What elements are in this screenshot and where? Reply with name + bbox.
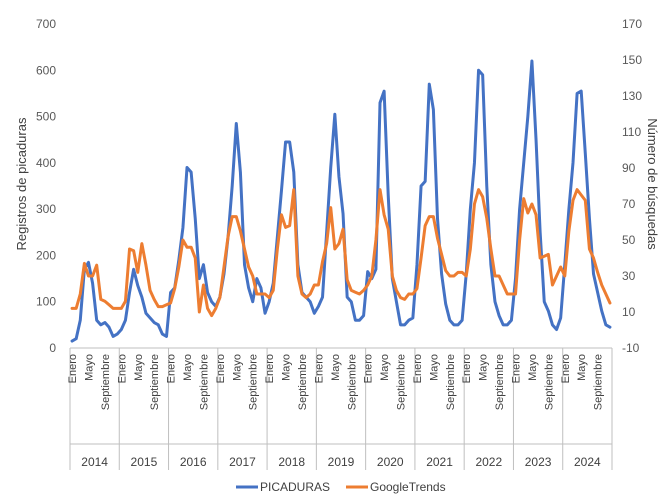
y2-tick-label: 90 — [622, 161, 636, 175]
month-label: Mayo — [281, 354, 293, 381]
month-label: Mayo — [379, 354, 391, 381]
year-label: 2017 — [229, 455, 256, 469]
month-label: Mayo — [576, 354, 588, 381]
month-label: Mayo — [527, 354, 539, 381]
year-label: 2015 — [131, 455, 158, 469]
month-label: Enero — [166, 354, 178, 383]
y2-tick-label: 170 — [622, 17, 642, 31]
y2-tick-label: -10 — [622, 341, 640, 355]
month-label: Enero — [215, 354, 227, 383]
month-label: Septiembre — [543, 354, 555, 410]
month-label: Septiembre — [445, 354, 457, 410]
year-label: 2023 — [525, 455, 552, 469]
y-tick-label: 500 — [36, 110, 56, 124]
y-tick-label: 200 — [36, 248, 56, 262]
month-label: Enero — [461, 354, 473, 383]
month-label: Septiembre — [100, 354, 112, 410]
month-label: Mayo — [428, 354, 440, 381]
y2-tick-label: 130 — [622, 89, 642, 103]
month-label: Septiembre — [198, 354, 210, 410]
y2-tick-label: 30 — [622, 269, 636, 283]
month-label: Mayo — [182, 354, 194, 381]
y2-tick-label: 10 — [622, 305, 636, 319]
month-label: Septiembre — [297, 354, 309, 410]
year-label: 2016 — [180, 455, 207, 469]
month-label: Enero — [116, 354, 128, 383]
month-label: Enero — [511, 354, 523, 383]
month-label: Enero — [264, 354, 276, 383]
y-tick-label: 300 — [36, 202, 56, 216]
year-label: 2018 — [278, 455, 305, 469]
plot-area — [70, 59, 612, 343]
month-label: Septiembre — [396, 354, 408, 410]
month-label: Enero — [412, 354, 424, 383]
month-label: Enero — [560, 354, 572, 383]
month-label: Mayo — [231, 354, 243, 381]
month-label: Enero — [313, 354, 325, 383]
y2-tick-label: 150 — [622, 53, 642, 67]
y-tick-label: 700 — [36, 17, 56, 31]
month-label: Mayo — [478, 354, 490, 381]
month-label: Mayo — [330, 354, 342, 381]
y-tick-label: 0 — [49, 341, 56, 355]
month-label: Mayo — [83, 354, 95, 381]
month-label: Enero — [67, 354, 79, 383]
series-line-googletrends — [70, 188, 612, 318]
y-axis-right: -10 10 30 50 70 90 110 130 150 170 — [622, 17, 642, 355]
legend: PICADURAS GoogleTrends — [236, 480, 446, 494]
x-axis: Enero Mayo Septiembre 2014 Enero Mayo Septiemb… — [67, 347, 613, 470]
y-tick-label: 100 — [36, 295, 56, 309]
month-label: Septiembre — [494, 354, 506, 410]
y-axis-left: 0 100 200 300 400 500 600 700 — [36, 17, 56, 355]
y-axis-label: Registros de picaduras — [14, 117, 29, 250]
year-label: 2014 — [81, 455, 108, 469]
y2-tick-label: 70 — [622, 197, 636, 211]
month-label: Mayo — [133, 354, 145, 381]
month-label: Enero — [363, 354, 375, 383]
y-tick-label: 400 — [36, 156, 56, 170]
month-label: Septiembre — [593, 354, 605, 410]
year-label: 2021 — [426, 455, 453, 469]
legend-label: GoogleTrends — [370, 480, 446, 494]
legend-label: PICADURAS — [260, 480, 330, 494]
year-label: 2020 — [377, 455, 404, 469]
month-label: Septiembre — [149, 354, 161, 410]
y2-axis-label: Número de búsquedas — [645, 118, 659, 250]
month-label: Septiembre — [248, 354, 260, 410]
year-label: 2022 — [475, 455, 502, 469]
y2-tick-label: 50 — [622, 233, 636, 247]
y-tick-label: 600 — [36, 63, 56, 77]
year-label: 2024 — [574, 455, 601, 469]
month-label: Septiembre — [346, 354, 358, 410]
series-line-picaduras — [70, 59, 612, 343]
y2-tick-label: 110 — [622, 125, 641, 139]
year-label: 2019 — [328, 455, 355, 469]
